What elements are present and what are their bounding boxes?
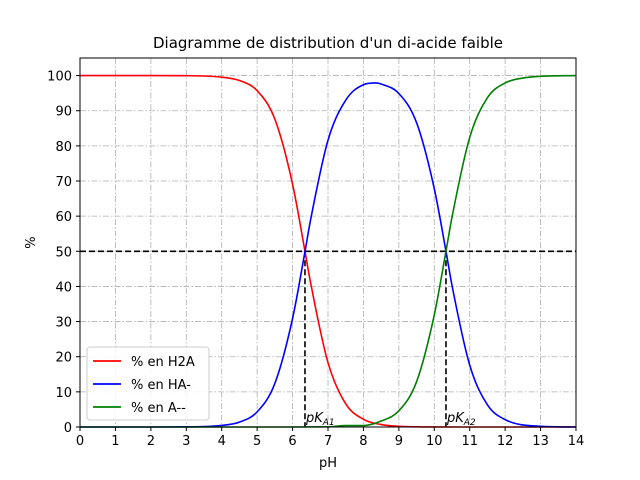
legend: % en H2A % en HA- % en A-- xyxy=(86,346,210,421)
y-tick-label: 0 xyxy=(64,421,72,436)
x-tick-label: 0 xyxy=(76,434,84,449)
pka1-annotation: pKA1 xyxy=(305,411,335,428)
y-tick-label: 30 xyxy=(55,316,72,331)
grid xyxy=(79,58,577,428)
x-tick-label: 1 xyxy=(111,434,119,449)
y-tick-label: 100 xyxy=(47,70,72,85)
y-tick-label: 80 xyxy=(55,140,72,155)
y-tick-label: 10 xyxy=(55,386,72,401)
x-tick-label: 11 xyxy=(461,434,478,449)
series-line-2 xyxy=(80,82,577,428)
chart-title: Diagramme de distribution d'un di-acide … xyxy=(153,34,503,52)
legend-label: % en HA- xyxy=(131,378,191,393)
x-tick-label: 6 xyxy=(288,434,296,449)
reference-lines xyxy=(80,250,576,427)
legend-label: % en H2A xyxy=(131,355,195,370)
x-tick-label: 4 xyxy=(218,434,226,449)
y-axis-label: % xyxy=(24,236,39,248)
x-tick-label: 10 xyxy=(426,434,443,449)
x-axis-ticks: 0 1 2 3 4 5 6 7 8 9 10 11 12 13 14 xyxy=(76,427,584,449)
y-tick-label: 20 xyxy=(55,351,72,366)
x-tick-label: 3 xyxy=(182,434,190,449)
y-tick-label: 50 xyxy=(55,245,72,260)
x-tick-label: 2 xyxy=(147,434,155,449)
x-tick-label: 14 xyxy=(568,434,585,449)
x-tick-label: 13 xyxy=(532,434,549,449)
x-tick-label: 7 xyxy=(324,434,332,449)
y-tick-label: 70 xyxy=(55,175,72,190)
y-tick-label: 60 xyxy=(55,210,72,225)
annotations: pKA1 pKA2 xyxy=(305,411,476,428)
pka2-annotation: pKA2 xyxy=(446,411,476,428)
x-axis-label: pH xyxy=(319,456,337,471)
x-tick-label: 8 xyxy=(359,434,367,449)
x-tick-label: 12 xyxy=(497,434,514,449)
y-tick-label: 40 xyxy=(55,280,72,295)
legend-label: % en A-- xyxy=(131,401,186,416)
y-axis-ticks: 0 10 20 30 40 50 60 70 80 90 100 xyxy=(47,70,80,436)
x-tick-label: 9 xyxy=(395,434,403,449)
x-tick-label: 5 xyxy=(253,434,261,449)
y-tick-label: 90 xyxy=(55,105,72,120)
legend-box xyxy=(86,346,210,421)
